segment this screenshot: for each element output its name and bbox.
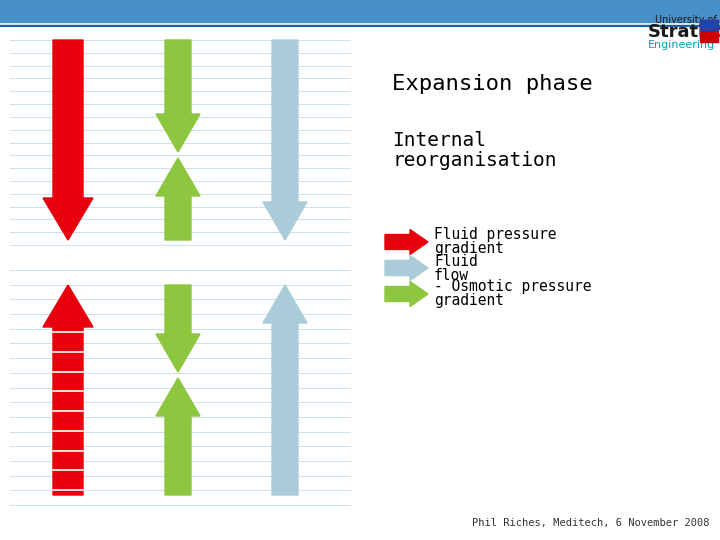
Text: Internal: Internal xyxy=(392,131,486,150)
Polygon shape xyxy=(156,158,200,240)
Text: gradient: gradient xyxy=(434,241,504,256)
Polygon shape xyxy=(385,255,428,280)
Polygon shape xyxy=(156,285,200,372)
Bar xyxy=(0,0,720,22)
Bar xyxy=(700,20,718,42)
Bar xyxy=(700,20,718,30)
Polygon shape xyxy=(43,40,93,240)
Text: - Osmotic pressure: - Osmotic pressure xyxy=(434,280,592,294)
Text: University of: University of xyxy=(655,15,716,25)
Text: Engineering: Engineering xyxy=(648,40,715,50)
Polygon shape xyxy=(263,285,307,495)
Text: gradient: gradient xyxy=(434,294,504,308)
Polygon shape xyxy=(156,40,200,152)
Polygon shape xyxy=(43,285,93,495)
Polygon shape xyxy=(156,378,200,495)
Text: flow: flow xyxy=(434,267,469,282)
Text: Strathclyde: Strathclyde xyxy=(648,23,720,41)
Polygon shape xyxy=(385,281,428,307)
Text: reorganisation: reorganisation xyxy=(392,151,557,170)
Text: Fluid pressure: Fluid pressure xyxy=(434,227,557,242)
Polygon shape xyxy=(263,40,307,240)
Text: Phil Riches, Meditech, 6 November 2008: Phil Riches, Meditech, 6 November 2008 xyxy=(472,518,710,528)
Text: Expansion phase: Expansion phase xyxy=(392,74,593,94)
Text: Fluid: Fluid xyxy=(434,253,478,268)
Polygon shape xyxy=(385,230,428,254)
